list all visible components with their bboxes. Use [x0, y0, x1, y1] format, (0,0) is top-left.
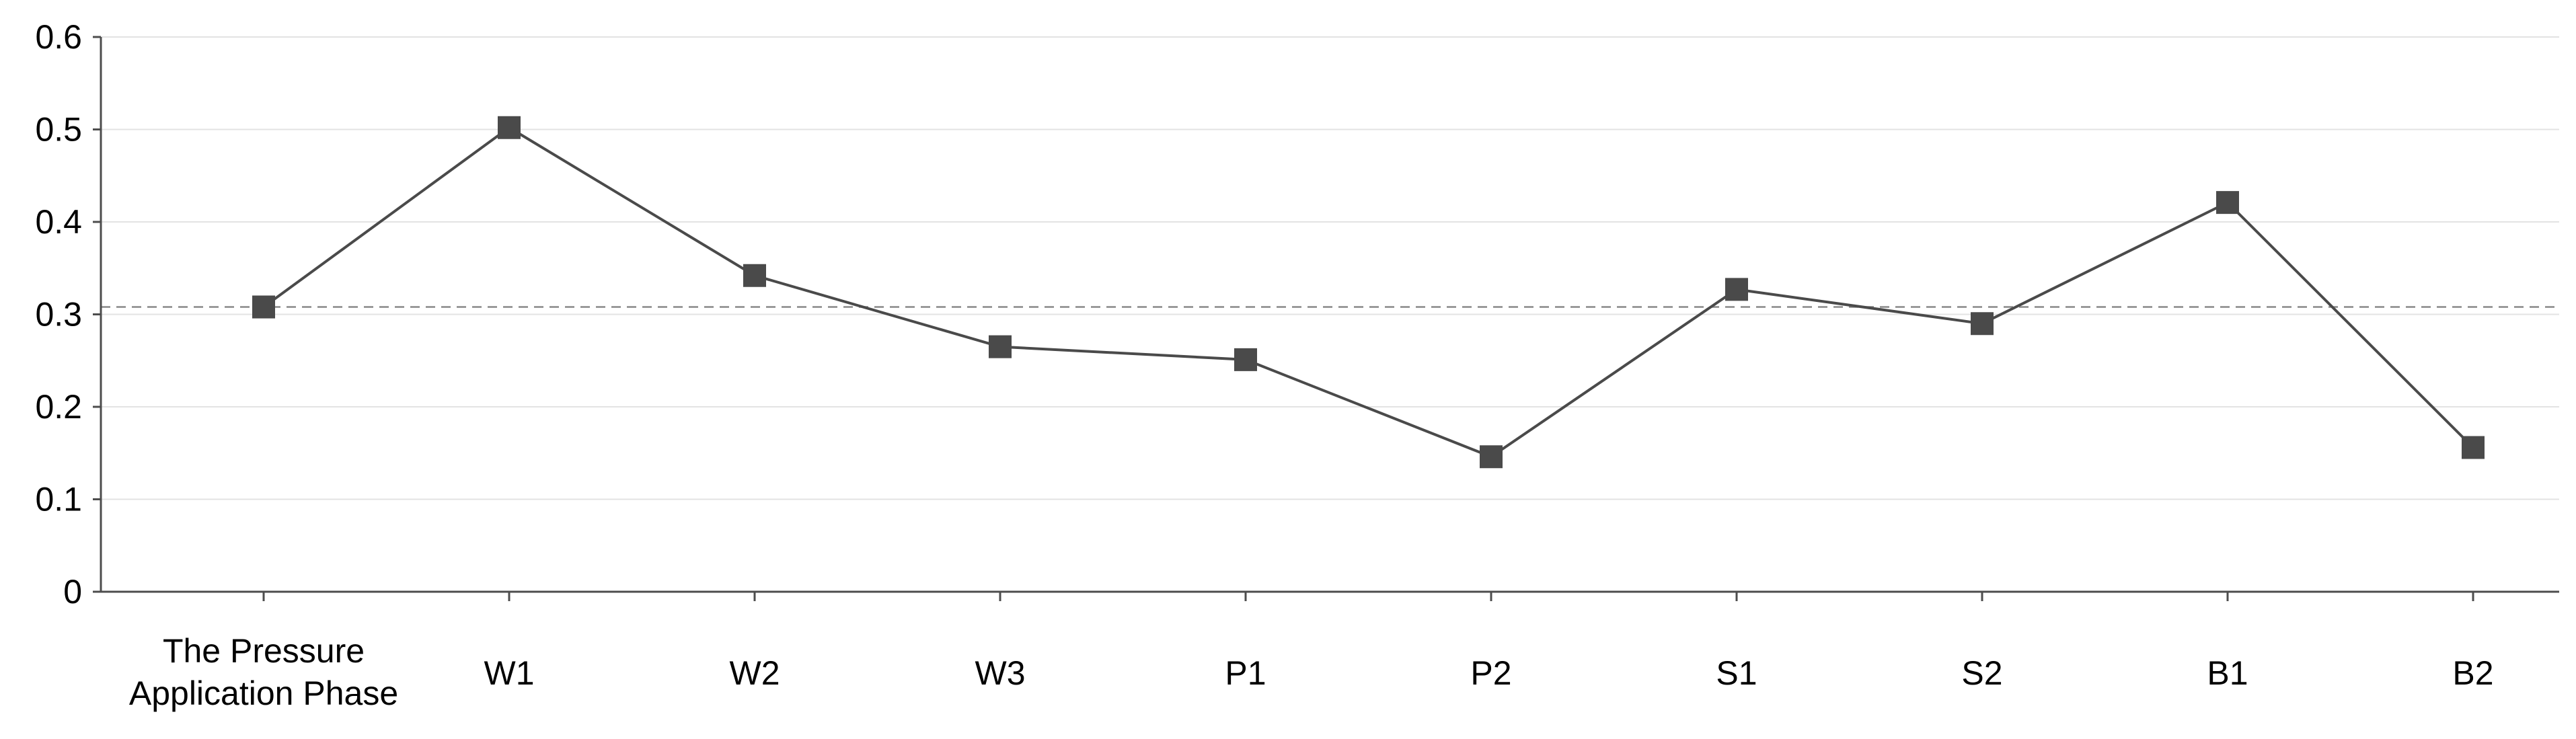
- series-group: [252, 116, 2485, 469]
- x-tick-label: S2: [1961, 654, 2002, 692]
- x-tick-label: P1: [1225, 654, 1266, 692]
- x-tick-label: The Pressure Application Phase: [129, 632, 398, 712]
- x-tick-label: W2: [730, 654, 780, 692]
- tick-labels: 0 0.1 0.2 0.3 0.4 0.5 0.6 The Pressure Applicati…: [35, 18, 2493, 712]
- x-tick-label: W1: [484, 654, 535, 692]
- x-tick-label: B1: [2207, 654, 2248, 692]
- x-tick-label: S1: [1716, 654, 1757, 692]
- axes: [93, 36, 2559, 601]
- y-tick-label: 0.6: [35, 18, 82, 56]
- x-tick-label-line: Application Phase: [129, 674, 398, 712]
- series-line: [262, 126, 2474, 459]
- y-tick-label: 0.3: [35, 296, 82, 334]
- y-tick-label: 0: [63, 573, 82, 611]
- data-point-marker: [1725, 278, 1748, 301]
- data-point-marker: [743, 264, 766, 287]
- y-tick-label: 0.4: [35, 203, 82, 241]
- data-point-marker: [2216, 191, 2239, 215]
- x-tick-label-line: The Pressure: [163, 632, 365, 670]
- data-point-marker: [1480, 445, 1503, 469]
- data-point-marker: [989, 335, 1012, 358]
- x-tick-label: B2: [2452, 654, 2493, 692]
- gridlines: [101, 36, 2559, 500]
- data-point-marker: [252, 295, 275, 319]
- y-tick-label: 0.2: [35, 388, 82, 426]
- data-point-marker: [1234, 348, 1257, 371]
- y-tick-label: 0.1: [35, 481, 82, 518]
- x-tick-label: P2: [1470, 654, 1511, 692]
- x-tick-label: W3: [975, 654, 1026, 692]
- data-point-marker: [498, 116, 521, 139]
- data-point-marker: [2462, 436, 2485, 459]
- y-tick-label: 0.5: [35, 111, 82, 149]
- data-point-marker: [1971, 312, 1994, 336]
